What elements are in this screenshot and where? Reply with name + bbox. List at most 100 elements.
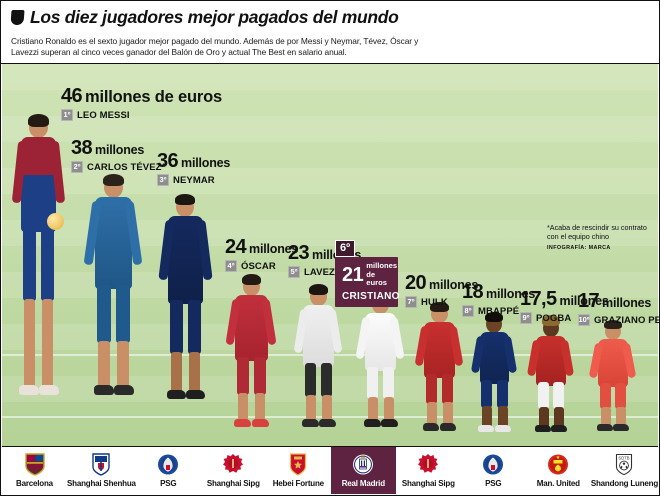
amount-oscar: 24 millones (225, 237, 298, 257)
player-figure-tevez (83, 174, 145, 447)
club-cell-shanghai-sipg-2[interactable]: Shanghai Sipg (396, 447, 461, 494)
rank-badge: 3º (157, 174, 169, 186)
player-name: CRISTIANO (342, 290, 400, 302)
amount-unit: millones (249, 242, 299, 256)
man-united-crest-icon (547, 453, 569, 476)
amount-pelle: 17 millones (578, 290, 659, 312)
shanghai-sipg-crest-icon (417, 453, 439, 476)
club-name: Shandong Luneng (590, 479, 659, 488)
club-cell-psg-2[interactable]: PSG (461, 447, 526, 494)
rank-badge: 1º (61, 109, 73, 121)
club-cell-real-madrid[interactable]: Real Madrid (330, 447, 396, 494)
player-figure-pelle (587, 320, 641, 447)
svg-text:SDTB: SDTB (619, 455, 630, 460)
credit-line: INFOGRAFÍA: MARCA (547, 245, 611, 251)
page-title: Los diez jugadores mejor pagados del mun… (30, 7, 399, 27)
rank-badge: 8º (462, 305, 474, 317)
amount-value: 17,5 (520, 288, 557, 310)
amount-value: 24 (225, 236, 247, 258)
player-name: GRAZIANO PELLÈ (594, 314, 660, 326)
player-figure-messi (7, 114, 69, 447)
club-name: Barcelona (16, 479, 53, 488)
club-name: Real Madrid (341, 479, 385, 488)
player-figure-neymar (156, 194, 216, 447)
header-divider (1, 63, 659, 64)
footnote-text: *Acaba de rescindir su contrato con el e… (547, 223, 647, 241)
club-name: Shanghai Shenhua (67, 479, 136, 488)
club-name: Shanghai Sipg (206, 479, 260, 488)
player-name: LAVEZZI (304, 266, 344, 278)
amount-unit: millones (181, 156, 231, 170)
amount-unit: millones (486, 287, 536, 301)
amount-cristiano: 21 millones de euros (342, 261, 397, 288)
name-row-pogba: 9º POGBA (520, 312, 609, 324)
amount-value: 20 (405, 272, 427, 294)
club-cell-shanghai-shenhua[interactable]: Shanghai Shenhua (67, 447, 136, 494)
club-cell-shandong-luneng[interactable]: SDTB Shandong Luneng (591, 447, 658, 494)
amount-value: 36 (157, 150, 179, 172)
amount-unit: millones (602, 296, 652, 310)
amount-neymar: 36 millones (157, 151, 230, 171)
club-cell-man-united[interactable]: Man. United (526, 447, 591, 494)
amount-tevez: 38 millones (71, 138, 165, 158)
name-row-oscar: 4º ÓSCAR (225, 260, 298, 272)
club-cell-shanghai-sipg-1[interactable]: Shanghai Sipg (201, 447, 266, 494)
header: Los diez jugadores mejor pagados del mun… (1, 1, 659, 57)
name-row-tevez: 2º CARLOS TÉVEZ* (71, 161, 165, 173)
rank-badge: 9º (520, 312, 532, 324)
player-figure-mbappe (469, 312, 521, 447)
name-row-messi: 1º LEO MESSI (61, 109, 222, 121)
shanghai-shenhua-crest-icon (90, 453, 112, 476)
value-label-hulk: 20 millones 7º HULK (405, 273, 478, 308)
amount-unit: millones (559, 294, 609, 308)
club-cell-hebei-fortune[interactable]: Hebei Fortune (266, 447, 331, 494)
amount-value: 21 (342, 263, 364, 286)
rank-badge: 7º (405, 296, 417, 308)
club-name: Man. United (536, 479, 580, 488)
amount-unit: millones (429, 278, 479, 292)
club-name: PSG (485, 479, 502, 488)
amount-value: 46 (61, 85, 83, 107)
club-name: Shanghai Sipg (401, 479, 455, 488)
player-figure-pogba (525, 315, 579, 447)
player-figure-hulk (413, 302, 467, 447)
name-row-neymar: 3º NEYMAR (157, 174, 230, 186)
hebei-fortune-crest-icon (287, 453, 309, 476)
club-cell-barcelona[interactable]: Barcelona (2, 447, 67, 494)
amount-pogba: 17,5 millones (520, 289, 609, 309)
rank-badge: 2º (71, 161, 83, 173)
value-label-tevez: 38 millones 2º CARLOS TÉVEZ* (71, 138, 165, 173)
name-row-hulk: 7º HULK (405, 296, 478, 308)
title-row: Los diez jugadores mejor pagados del mun… (10, 7, 649, 28)
player-name: POGBA (536, 312, 572, 324)
player-name: NEYMAR (173, 174, 215, 186)
club-cell-psg-1[interactable]: PSG (136, 447, 201, 494)
value-label-pogba: 17,5 millones 9º POGBA (520, 289, 609, 324)
amount-value: 17 (578, 290, 600, 312)
name-row-lavezzi: 5º LAVEZZI (288, 266, 361, 278)
psg-crest-icon (157, 453, 179, 476)
amount-messi: 46 millones de euros (61, 86, 222, 106)
name-row-pelle: 10º GRAZIANO PELLÈ (578, 314, 660, 326)
amount-value: 18 (462, 281, 484, 303)
shandong-luneng-crest-icon: SDTB (613, 453, 635, 476)
amount-value: 38 (71, 137, 93, 159)
player-figure-cristiano (353, 292, 409, 447)
rank-badge: 10º (578, 314, 590, 326)
value-label-oscar: 24 millones 4º ÓSCAR (225, 237, 298, 272)
value-label-mbappe: 18 millones 8º MBAPPÉ (462, 282, 535, 317)
rank-badge: 6º (335, 240, 356, 257)
club-name: PSG (160, 479, 177, 488)
amount-unit: millones de euros (85, 88, 222, 106)
name-row-mbappe: 8º MBAPPÉ (462, 305, 535, 317)
barcelona-crest-icon (24, 453, 46, 476)
amount-unit: millones (95, 143, 145, 157)
amount-hulk: 20 millones (405, 273, 478, 293)
rank-badge: 5º (288, 266, 300, 278)
player-name: ÓSCAR (241, 260, 276, 272)
psg-crest-icon (482, 453, 504, 476)
player-name: HULK (421, 296, 448, 308)
real-madrid-crest-icon (352, 453, 374, 476)
value-label-neymar: 36 millones 3º NEYMAR (157, 151, 230, 186)
